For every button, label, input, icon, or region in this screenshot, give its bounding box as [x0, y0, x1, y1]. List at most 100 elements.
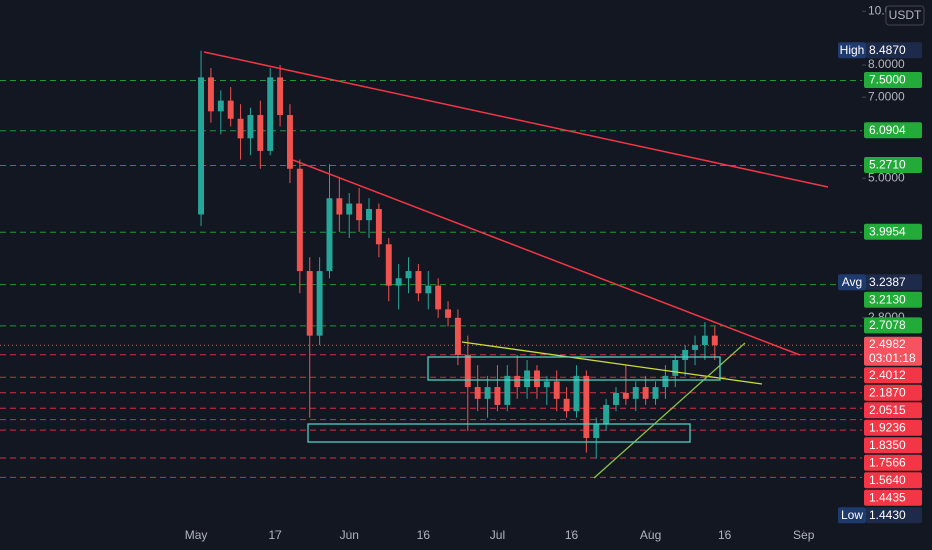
currency: USDT	[889, 8, 922, 22]
candle-body	[504, 375, 511, 405]
candle-body	[326, 198, 333, 272]
candle-body	[543, 381, 550, 388]
candle-body	[524, 370, 531, 388]
level-label-box	[864, 291, 922, 308]
x-tick-label: 16	[565, 528, 579, 542]
price-labels: High 8.4870 7.5000 6.0904 5.2710 3.9954 Avg 3.2…	[838, 42, 922, 524]
candle-body	[257, 115, 264, 151]
countdown: 03:01:18	[869, 351, 916, 365]
candle-body	[642, 387, 649, 399]
candle-body	[395, 278, 402, 286]
candles	[198, 50, 718, 459]
level-label-box	[864, 402, 922, 419]
zone-box	[427, 356, 721, 381]
candle-body	[682, 349, 689, 361]
candle-body	[316, 271, 323, 336]
level-label: 2.4012	[869, 368, 906, 382]
candle-body	[652, 387, 659, 399]
candle-body	[405, 271, 412, 279]
stat-value-box	[866, 507, 922, 524]
level-label-box	[864, 367, 922, 384]
level-label: 1.9236	[869, 420, 906, 434]
stat-name: High	[840, 43, 865, 57]
candle-body	[454, 317, 461, 355]
candle-body	[474, 387, 481, 399]
candle-body	[217, 100, 224, 112]
level-label: 2.1870	[869, 385, 906, 399]
candle-body	[622, 392, 629, 399]
level-label-box	[864, 384, 922, 401]
level-label: 6.0904	[869, 123, 906, 137]
candle-body	[435, 285, 442, 310]
level-label-box	[864, 317, 922, 334]
x-tick-label: 17	[268, 528, 282, 542]
candle-body	[701, 335, 708, 346]
x-tick-label: Sep	[793, 528, 815, 542]
level-label-box	[864, 156, 922, 173]
candle-body	[514, 375, 521, 388]
x-tick-label: Jul	[490, 528, 505, 542]
stat-name: Low	[841, 508, 863, 522]
stat-name-box	[838, 274, 866, 291]
candle-body	[287, 115, 293, 169]
drawings	[203, 51, 829, 479]
candle-body	[603, 404, 610, 425]
level-label: 3.9954	[869, 224, 906, 238]
candle-body	[464, 354, 471, 388]
candle-body	[632, 387, 639, 399]
level-label-box	[864, 122, 922, 139]
last-price: 2.4982	[869, 337, 906, 351]
candle-body	[198, 77, 205, 215]
candle-body	[385, 244, 392, 286]
candle-body	[494, 387, 501, 405]
stat-value: 1.4430	[869, 508, 906, 522]
level-label: 1.7566	[869, 455, 906, 469]
y-tick-label: 5.0000	[868, 170, 905, 184]
level-label-box	[864, 472, 922, 489]
stat-value: 8.4870	[869, 43, 906, 57]
candle-body	[553, 381, 560, 399]
candle-body	[296, 168, 303, 272]
level-label: 1.8350	[869, 438, 906, 452]
candle-body	[445, 309, 452, 318]
candle-body	[336, 198, 343, 215]
level-label-box	[864, 72, 922, 89]
candle-body	[247, 115, 254, 139]
x-tick-label: May	[185, 528, 208, 542]
zone-box	[307, 423, 691, 443]
candle-body	[207, 77, 214, 112]
stat-name-box	[838, 42, 866, 59]
level-label: 7.5000	[869, 73, 906, 87]
x-tick-label: 16	[417, 528, 431, 542]
y-tick-label: 8.0000	[868, 57, 905, 71]
candle-body	[346, 203, 353, 215]
candle-body	[306, 271, 313, 336]
level-label: 1.5640	[869, 473, 906, 487]
level-label: 1.4435	[869, 490, 906, 504]
level-label-box	[864, 437, 922, 454]
candle-body	[711, 335, 718, 346]
level-label-box	[864, 489, 922, 506]
level-label: 2.0515	[869, 403, 906, 417]
last-price-box	[864, 336, 922, 366]
x-tick-label: Aug	[640, 528, 661, 542]
candle-body	[563, 398, 570, 412]
candle-body	[573, 375, 580, 412]
level-label: 5.2710	[869, 158, 906, 172]
candle-body	[613, 392, 619, 405]
candle-body	[662, 375, 669, 388]
candle-body	[267, 77, 274, 151]
stat-value: 3.2387	[869, 275, 906, 289]
levels	[0, 80, 862, 478]
candle-body	[692, 345, 698, 350]
candle-body	[277, 77, 284, 116]
candle-body	[237, 118, 244, 139]
candle-body	[672, 360, 679, 376]
currency-box[interactable]	[885, 5, 925, 26]
y-tick-label: 7.0000	[868, 89, 905, 103]
candle-body	[375, 208, 382, 245]
candle-body	[415, 271, 422, 294]
candle-body	[484, 387, 491, 399]
